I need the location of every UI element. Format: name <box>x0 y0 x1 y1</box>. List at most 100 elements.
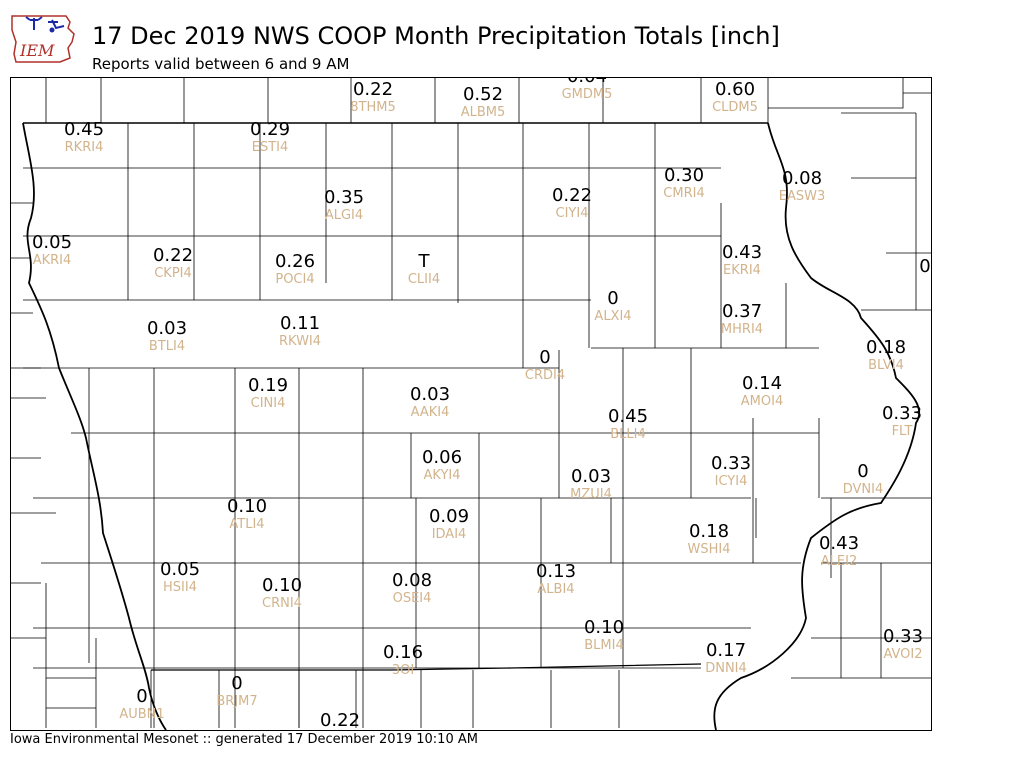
station-value: 0.18 <box>866 337 906 358</box>
station-id: MHRI4 <box>721 322 763 337</box>
station-id: AVOI2 <box>883 647 922 662</box>
station-id: BLMI4 <box>584 638 623 653</box>
county-boundaries <box>11 78 931 730</box>
station-id: MZUI4 <box>570 487 612 502</box>
station-id: ALBI4 <box>537 582 574 597</box>
station-marker: 0.22 <box>320 710 360 730</box>
station-value: 0.60 <box>715 79 755 100</box>
station-id: RKRI4 <box>65 140 104 155</box>
station-value: 0.33 <box>882 403 922 424</box>
footer-credit: Iowa Environmental Mesonet :: generated … <box>10 732 478 747</box>
station-id: AAKI4 <box>411 405 450 420</box>
station-id: BRJM7 <box>216 694 257 709</box>
station-id: OSEI4 <box>393 591 432 606</box>
station-value: 0.17 <box>706 640 746 661</box>
station-marker: 0 <box>919 256 930 277</box>
station-value: 0.45 <box>608 406 648 427</box>
station-value: 0.13 <box>536 561 576 582</box>
station-id: HSII4 <box>163 580 197 595</box>
station-value: 0.37 <box>722 301 762 322</box>
map-title: 17 Dec 2019 NWS COOP Month Precipitation… <box>92 22 780 50</box>
station-value: 0.35 <box>324 187 364 208</box>
station-id: ALXI4 <box>594 309 631 324</box>
station-id: ATLI4 <box>229 517 264 532</box>
station-value: 0.10 <box>584 617 624 638</box>
station-value: 0.08 <box>392 570 432 591</box>
station-value: 0 <box>136 686 147 707</box>
station-value: 0 <box>857 461 868 482</box>
station-value: 0.43 <box>722 242 762 263</box>
station-value: 0.14 <box>742 373 782 394</box>
iem-logo: IEM <box>11 15 75 63</box>
station-value: 0.03 <box>571 466 611 487</box>
station-value: 0.33 <box>883 626 923 647</box>
station-id: BTLI4 <box>149 339 185 354</box>
station-id: AKYI4 <box>423 468 460 483</box>
station-id: ICYI4 <box>715 474 748 489</box>
station-value: 0.05 <box>32 232 72 253</box>
station-value: 0.04 <box>567 78 607 87</box>
map-area: 0.228THM50.52ALBM50.04GMDM50.60CLDM50.45… <box>10 77 932 731</box>
station-value: 0.08 <box>782 168 822 189</box>
station-id: DVNI4 <box>843 482 884 497</box>
station-value: 0.16 <box>383 642 423 663</box>
station-id: FLT <box>892 424 913 439</box>
map-canvas: 0.228THM50.52ALBM50.04GMDM50.60CLDM50.45… <box>11 78 931 730</box>
station-id: BLLI4 <box>610 427 646 442</box>
station-value: T <box>418 251 431 272</box>
station-value: 0.03 <box>147 318 187 339</box>
station-id: ALBM5 <box>461 105 506 120</box>
station-value: 0.26 <box>275 251 315 272</box>
station-value: 0.18 <box>689 521 729 542</box>
weather-station-icon <box>25 16 65 30</box>
station-value: 0.22 <box>320 710 360 730</box>
station-value: 0.11 <box>280 313 320 334</box>
station-id: POCI4 <box>275 272 314 287</box>
station-id: ALEI2 <box>821 554 857 569</box>
station-id: 8THM5 <box>350 100 395 115</box>
station-id: EASW3 <box>779 189 825 204</box>
station-value: 0.29 <box>250 119 290 140</box>
station-value: 0.22 <box>552 185 592 206</box>
station-value: 0.03 <box>410 384 450 405</box>
station-id: EKRI4 <box>723 263 761 278</box>
station-value: 0.10 <box>262 575 302 596</box>
station-id: AMOI4 <box>741 394 783 409</box>
station-id: 3OI <box>392 663 414 678</box>
station-id: CINI4 <box>251 396 286 411</box>
station-id: CRNI4 <box>262 596 302 611</box>
station-id: GMDM5 <box>562 87 613 102</box>
station-id: BLVI4 <box>868 358 904 373</box>
station-value: 0.22 <box>353 79 393 100</box>
station-value: 0.45 <box>64 119 104 140</box>
station-id: CLDM5 <box>712 100 758 115</box>
station-id: IDAI4 <box>432 527 467 542</box>
station-id: CIYI4 <box>556 206 589 221</box>
